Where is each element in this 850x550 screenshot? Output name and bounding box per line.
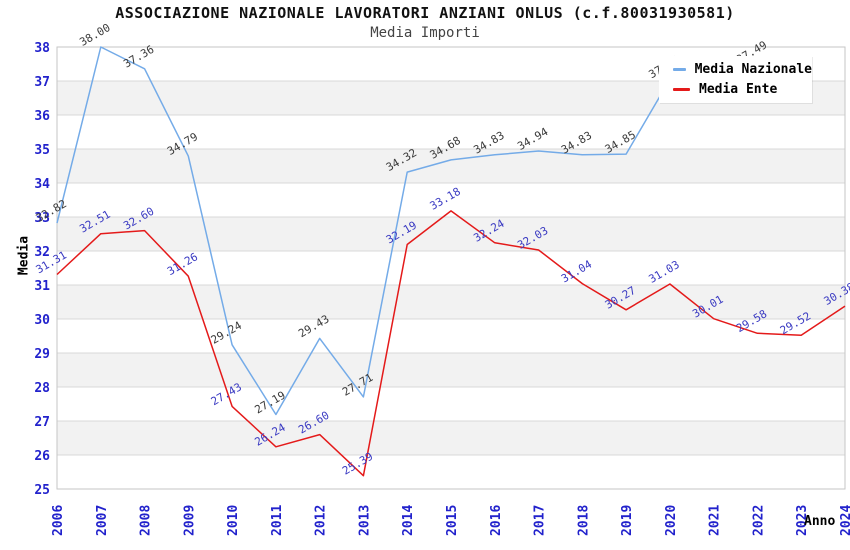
svg-text:2009: 2009	[182, 505, 197, 536]
svg-text:2011: 2011	[270, 505, 285, 536]
legend-item-media-nazionale: Media Nazionale	[673, 62, 812, 77]
svg-text:37: 37	[34, 75, 50, 90]
chart-subtitle: Media Importi	[370, 25, 480, 41]
series-line-media-nazionale	[56, 46, 758, 416]
svg-text:27: 27	[34, 415, 50, 430]
svg-text:2024: 2024	[839, 505, 850, 536]
svg-text:2014: 2014	[401, 505, 416, 536]
legend-swatch-nazionale-icon	[673, 67, 686, 71]
svg-text:33: 33	[34, 211, 50, 226]
legend-label-ente: Media Ente	[699, 82, 778, 98]
svg-text:31.26: 31.26	[165, 250, 200, 278]
chart-title: ASSOCIAZIONE NAZIONALE LAVORATORI ANZIAN…	[115, 4, 735, 22]
svg-text:35: 35	[34, 143, 50, 158]
legend-label-nazionale: Media Nazionale	[694, 61, 812, 77]
svg-text:32: 32	[34, 245, 50, 260]
svg-text:2013: 2013	[357, 505, 372, 536]
legend-item-media-ente: Media Ente	[673, 82, 812, 97]
svg-text:28: 28	[34, 381, 50, 396]
svg-text:2019: 2019	[620, 505, 635, 536]
svg-text:34: 34	[34, 177, 50, 192]
svg-text:31.04: 31.04	[559, 258, 595, 286]
x-axis-tick-labels: 2006 2007 2008 2009 2010 2011 2012 2013 2014 2015…	[51, 505, 850, 536]
svg-text:33.18: 33.18	[428, 185, 463, 213]
svg-text:31: 31	[34, 279, 50, 294]
svg-text:26: 26	[34, 449, 50, 464]
svg-text:38: 38	[34, 41, 50, 56]
svg-text:2020: 2020	[664, 505, 679, 536]
svg-text:27.19: 27.19	[253, 389, 288, 417]
x-axis-title: Anno	[804, 514, 836, 529]
svg-text:2008: 2008	[139, 505, 154, 536]
svg-text:36: 36	[34, 109, 50, 124]
svg-text:30: 30	[34, 313, 50, 328]
series-line-media-ente	[56, 210, 846, 477]
svg-text:2006: 2006	[51, 505, 66, 536]
svg-text:31.03: 31.03	[647, 258, 682, 286]
legend: Media Nazionale Media Ente	[659, 56, 812, 103]
svg-text:2010: 2010	[226, 505, 241, 536]
svg-text:25: 25	[34, 483, 50, 498]
svg-text:2012: 2012	[314, 505, 329, 536]
y-axis-tick-labels: 25 26 27 28 29 30 31 32 33 34 35 36 37 38	[34, 41, 50, 498]
svg-text:2023: 2023	[795, 505, 810, 536]
svg-text:2022: 2022	[751, 505, 766, 536]
svg-text:2007: 2007	[95, 505, 110, 536]
svg-text:2021: 2021	[708, 505, 723, 536]
svg-text:2015: 2015	[445, 505, 460, 536]
svg-text:2017: 2017	[533, 505, 548, 536]
plot-border	[56, 46, 846, 490]
y-axis-title: Media	[16, 235, 32, 276]
svg-text:29: 29	[34, 347, 50, 362]
band-shading	[57, 81, 845, 455]
svg-text:2016: 2016	[489, 505, 504, 536]
svg-text:2018: 2018	[576, 505, 591, 536]
legend-swatch-ente-icon	[673, 88, 690, 92]
